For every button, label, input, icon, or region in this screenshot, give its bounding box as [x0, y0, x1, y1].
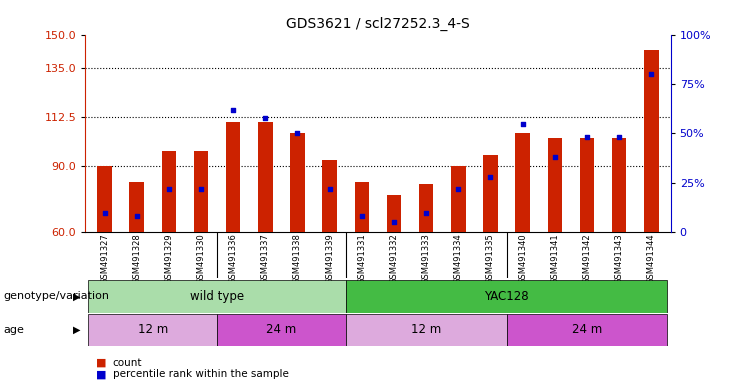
Bar: [162, 151, 176, 232]
Point: [99, 210, 110, 216]
Point: [388, 219, 400, 225]
Point: [645, 71, 657, 77]
Text: count: count: [113, 358, 142, 368]
Point: [291, 131, 303, 137]
Text: GSM491328: GSM491328: [132, 233, 142, 284]
Text: GSM491342: GSM491342: [582, 233, 591, 284]
Title: GDS3621 / scl27252.3_4-S: GDS3621 / scl27252.3_4-S: [286, 17, 470, 31]
Text: GSM491331: GSM491331: [357, 233, 366, 284]
Point: [130, 214, 142, 220]
Text: GSM491336: GSM491336: [229, 233, 238, 284]
Bar: [507, 314, 668, 346]
Bar: [579, 138, 594, 232]
Bar: [88, 280, 346, 313]
Text: YAC128: YAC128: [485, 290, 529, 303]
Bar: [419, 184, 433, 232]
Bar: [483, 156, 498, 232]
Text: ▶: ▶: [73, 291, 80, 301]
Text: GSM491339: GSM491339: [325, 233, 334, 284]
Bar: [97, 166, 112, 232]
Bar: [387, 195, 401, 232]
Bar: [346, 314, 507, 346]
Bar: [226, 122, 240, 232]
Point: [549, 154, 561, 160]
Text: GSM491340: GSM491340: [518, 233, 527, 284]
Bar: [548, 138, 562, 232]
Text: GSM491335: GSM491335: [486, 233, 495, 284]
Point: [259, 114, 271, 121]
Bar: [346, 280, 668, 313]
Text: GSM491330: GSM491330: [196, 233, 205, 284]
Text: GSM491333: GSM491333: [422, 233, 431, 284]
Point: [227, 107, 239, 113]
Bar: [217, 314, 346, 346]
Bar: [355, 182, 369, 232]
Text: GSM491343: GSM491343: [614, 233, 624, 284]
Text: 12 m: 12 m: [138, 323, 168, 336]
Point: [614, 134, 625, 141]
Text: GSM491344: GSM491344: [647, 233, 656, 284]
Bar: [516, 134, 530, 232]
Point: [516, 121, 528, 127]
Bar: [322, 160, 337, 232]
Text: GSM491327: GSM491327: [100, 233, 109, 284]
Text: wild type: wild type: [190, 290, 244, 303]
Text: GSM491338: GSM491338: [293, 233, 302, 284]
Text: GSM491329: GSM491329: [165, 233, 173, 284]
Point: [453, 186, 465, 192]
Point: [485, 174, 496, 180]
Bar: [258, 122, 273, 232]
Text: GSM491334: GSM491334: [453, 233, 463, 284]
Bar: [130, 182, 144, 232]
Text: genotype/variation: genotype/variation: [4, 291, 110, 301]
Text: age: age: [4, 325, 24, 335]
Text: 24 m: 24 m: [266, 323, 296, 336]
Point: [356, 214, 368, 220]
Bar: [88, 314, 217, 346]
Text: percentile rank within the sample: percentile rank within the sample: [113, 369, 288, 379]
Text: GSM491341: GSM491341: [551, 233, 559, 284]
Bar: [451, 166, 465, 232]
Text: 24 m: 24 m: [572, 323, 602, 336]
Bar: [290, 134, 305, 232]
Bar: [644, 50, 659, 232]
Point: [324, 186, 336, 192]
Point: [163, 186, 175, 192]
Point: [581, 134, 593, 141]
Bar: [193, 151, 208, 232]
Text: ■: ■: [96, 369, 107, 379]
Bar: [612, 138, 626, 232]
Point: [420, 210, 432, 216]
Text: GSM491332: GSM491332: [390, 233, 399, 284]
Text: ■: ■: [96, 358, 107, 368]
Text: GSM491337: GSM491337: [261, 233, 270, 284]
Point: [195, 186, 207, 192]
Text: 12 m: 12 m: [411, 323, 442, 336]
Text: ▶: ▶: [73, 325, 80, 335]
